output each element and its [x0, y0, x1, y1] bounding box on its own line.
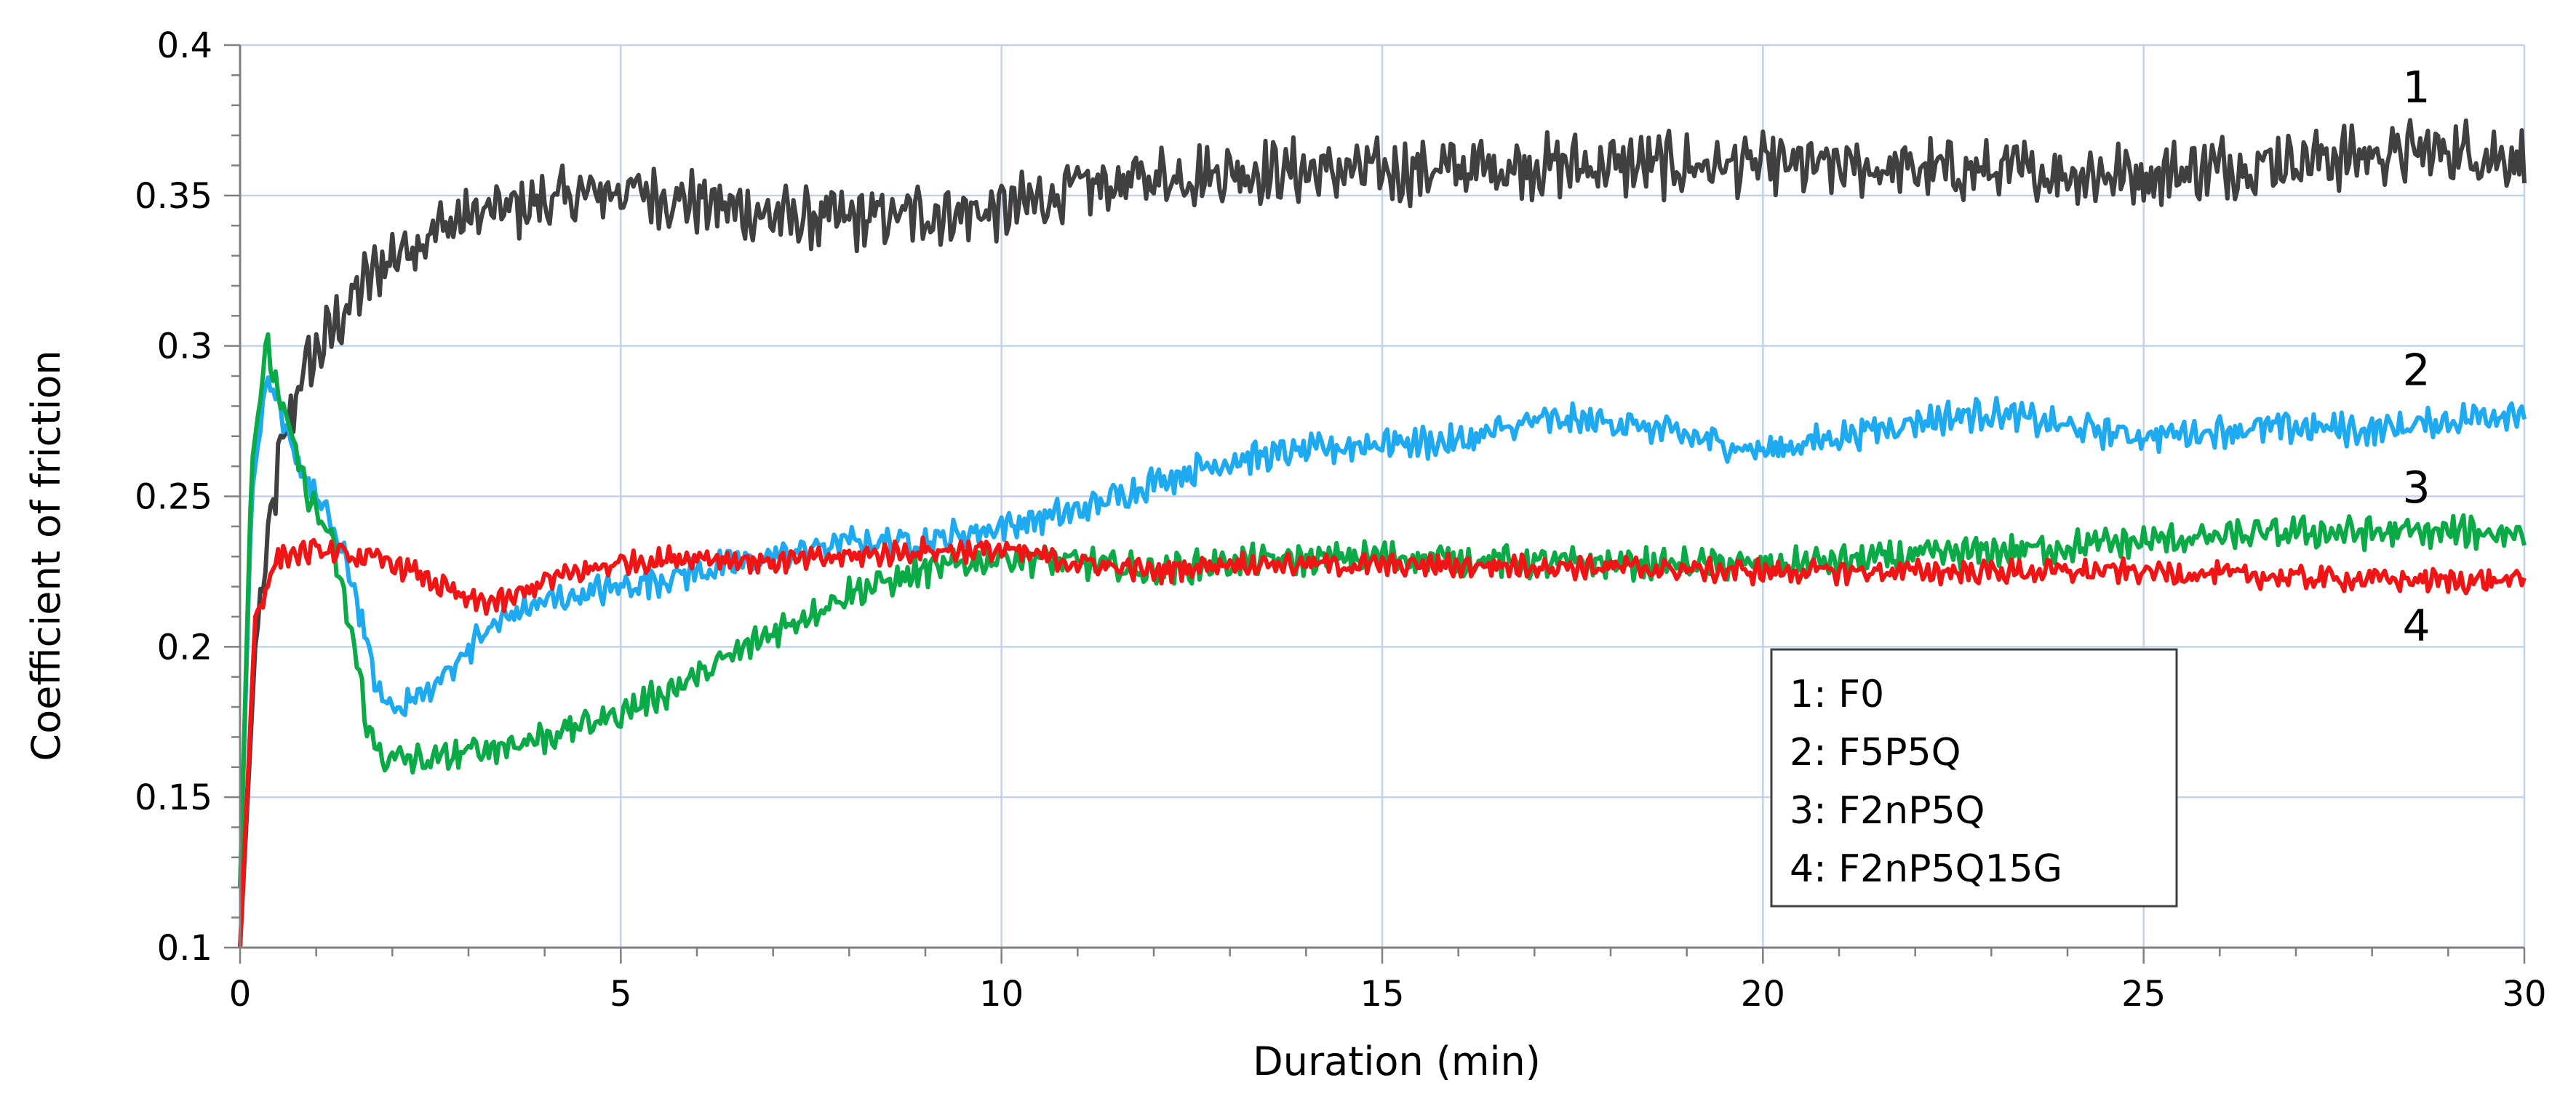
- curve-label-3: 3: [2403, 463, 2431, 513]
- y-tick-label: 0.25: [135, 477, 212, 518]
- legend-entry-2: 2: F5P5Q: [1790, 731, 1961, 775]
- x-tick-label: 30: [2502, 974, 2546, 1015]
- curve-labels: 1 2 3 4: [2403, 63, 2431, 652]
- legend-entry-3: 3: F2nP5Q: [1790, 789, 1985, 833]
- legend-box: [1770, 648, 2178, 908]
- y-axis-title: Coefficient of friction: [23, 350, 69, 761]
- curve-label-4: 4: [2403, 601, 2431, 652]
- legend: 1: F0 2: F5P5Q 3: F2nP5Q 4: F2nP5Q15G: [1770, 648, 2178, 908]
- series-2-line: [238, 375, 2527, 888]
- curve-label-1: 1: [2403, 63, 2431, 113]
- y-tick-label: 0.15: [135, 777, 212, 818]
- x-tick-label: 10: [979, 974, 1024, 1015]
- tick-labels: 0 5 10 15 20 25 30 0.1 0.15 0.2 0.25 0.3 0.35 0.4: [135, 25, 2546, 1015]
- axes: [224, 44, 2526, 964]
- x-tick-label: 20: [1741, 974, 1785, 1015]
- y-tick-label: 0.1: [157, 928, 212, 969]
- y-tick-label: 0.4: [157, 25, 212, 66]
- y-tick-label: 0.3: [157, 327, 212, 367]
- x-axis-title: Duration (min): [1253, 1039, 1541, 1084]
- y-tick-label: 0.35: [135, 176, 212, 217]
- x-tick-label: 5: [610, 974, 632, 1015]
- series-4-line: [238, 535, 2527, 948]
- legend-entry-1: 1: F0: [1790, 673, 1884, 716]
- x-tick-label: 25: [2121, 974, 2166, 1015]
- curve-label-2: 2: [2403, 345, 2431, 396]
- x-tick-label: 0: [229, 974, 252, 1015]
- x-tick-label: 15: [1360, 974, 1404, 1015]
- series-3-line: [238, 332, 2527, 888]
- series-1-line: [238, 118, 2527, 948]
- series-lines: [238, 118, 2527, 948]
- legend-entry-4: 4: F2nP5Q15G: [1790, 847, 2062, 891]
- y-tick-label: 0.2: [157, 627, 212, 668]
